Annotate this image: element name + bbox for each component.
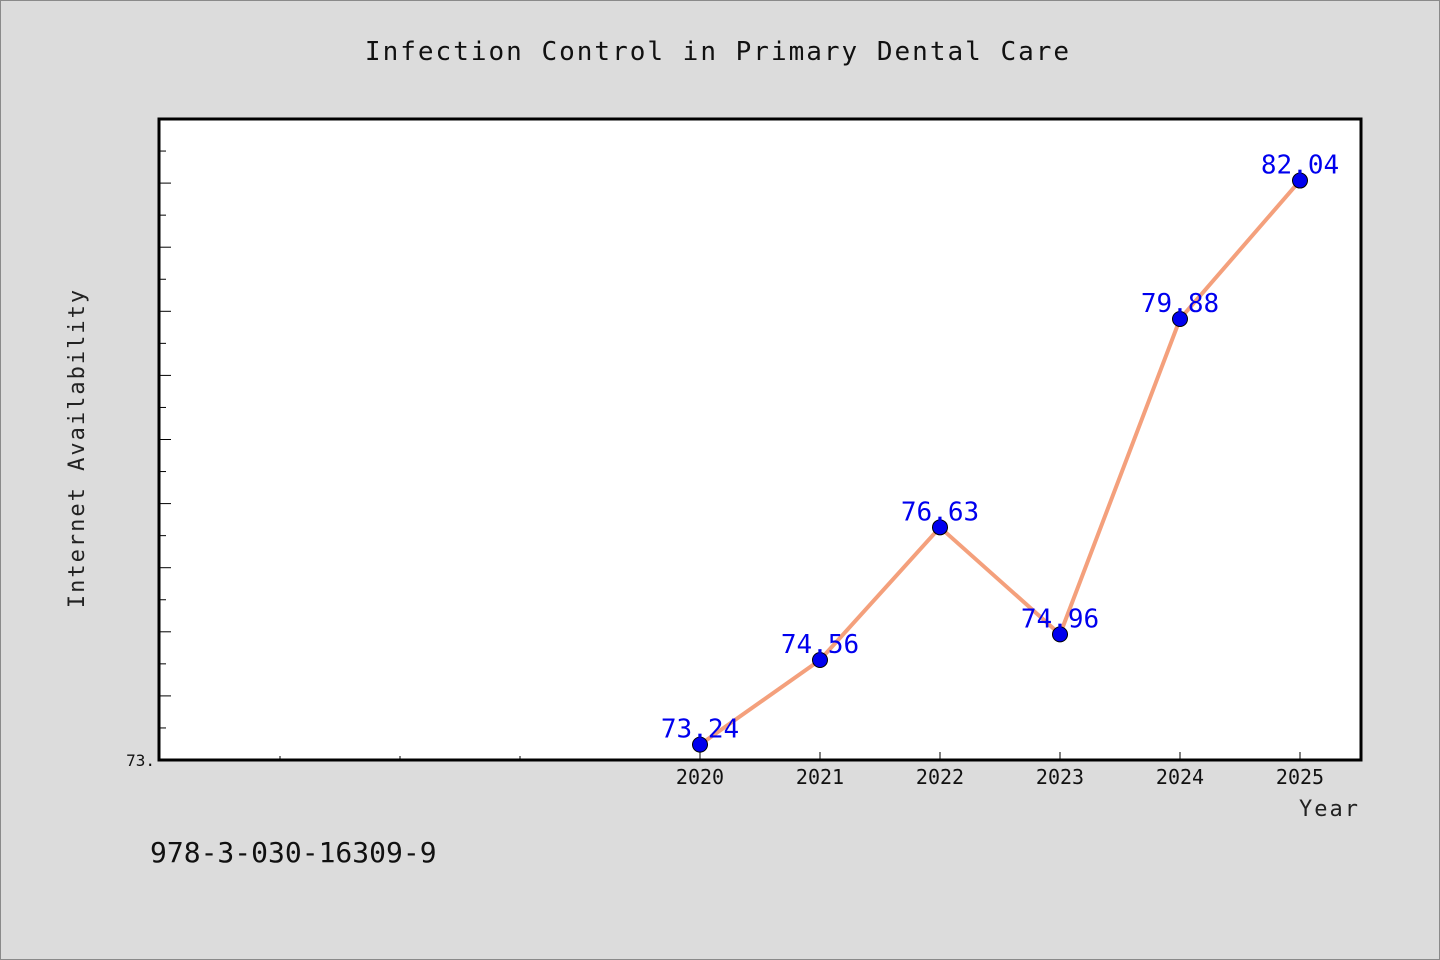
x-tick-label: 2024 xyxy=(1156,765,1204,789)
y-tick-label: 73. xyxy=(126,751,155,770)
chart-title: Infection Control in Primary Dental Care xyxy=(365,37,1071,67)
data-point xyxy=(932,519,948,536)
isbn-text: 978-3-030-16309-9 xyxy=(150,836,437,869)
data-label: 76.63 xyxy=(901,497,979,527)
data-point xyxy=(1292,172,1308,189)
y-axis-ticks xyxy=(159,118,171,761)
x-tick-label: 2020 xyxy=(676,765,724,789)
data-points xyxy=(692,172,1308,753)
plot-area xyxy=(157,117,1363,762)
data-point xyxy=(692,736,708,753)
x-axis-minor-ticks xyxy=(159,756,521,760)
x-tick-label: 2021 xyxy=(796,765,844,789)
data-label: 82.04 xyxy=(1261,151,1339,181)
y-axis-label: Internet Availability xyxy=(65,288,90,608)
data-point xyxy=(1172,310,1188,327)
data-point xyxy=(1052,626,1068,643)
data-point xyxy=(812,652,828,669)
x-axis-label: Year xyxy=(1299,797,1360,822)
series-line xyxy=(698,179,1302,747)
data-label: 74.96 xyxy=(1021,604,1099,634)
data-labels: 73.24 74.56 76.63 74.96 79.88 82.04 xyxy=(661,151,1339,745)
data-label: 73.24 xyxy=(661,715,739,745)
x-tick-label: 2025 xyxy=(1276,765,1324,789)
x-axis: 2020 2021 2022 2023 2024 2025 xyxy=(676,752,1324,789)
x-tick-label: 2022 xyxy=(916,765,964,789)
data-label: 79.88 xyxy=(1141,289,1219,319)
data-label: 74.56 xyxy=(781,630,859,660)
x-tick-label: 2023 xyxy=(1036,765,1084,789)
